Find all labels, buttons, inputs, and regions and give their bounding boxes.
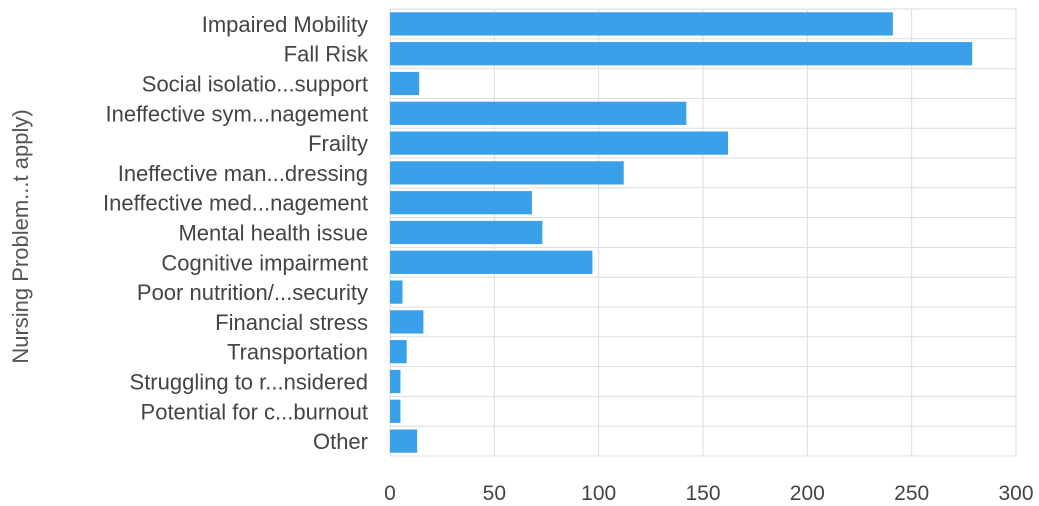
bar[interactable] <box>390 250 593 274</box>
category-label: Ineffective man...dressing <box>118 161 368 186</box>
category-label: Poor nutrition/...security <box>137 280 368 305</box>
category-label: Struggling to r...nsidered <box>130 370 368 395</box>
category-label: Ineffective med...nagement <box>103 191 368 216</box>
category-label: Frailty <box>308 131 368 156</box>
bar[interactable] <box>390 280 403 304</box>
x-tick-label: 100 <box>581 482 616 505</box>
x-tick-labels: 0 50 100 150 200 250 300 <box>384 482 1033 505</box>
category-label: Other <box>313 429 368 454</box>
category-labels: Impaired Mobility Fall Risk Social isolati… <box>103 12 369 454</box>
category-label: Social isolatio...support <box>142 72 368 97</box>
category-label: Mental health issue <box>178 221 368 246</box>
category-label: Fall Risk <box>284 42 369 67</box>
bar[interactable] <box>390 310 424 334</box>
category-label: Ineffective sym...nagement <box>105 101 368 126</box>
bar[interactable] <box>390 340 407 364</box>
bar[interactable] <box>390 131 729 155</box>
x-tick-label: 150 <box>685 482 720 505</box>
x-tick-label: 200 <box>790 482 825 505</box>
x-tick-label: 50 <box>483 482 506 505</box>
bars <box>390 12 973 453</box>
category-label: Cognitive impairment <box>161 250 368 275</box>
bar[interactable] <box>390 191 532 215</box>
bar[interactable] <box>390 71 420 96</box>
category-label: Impaired Mobility <box>202 12 368 37</box>
category-label: Potential for c...burnout <box>141 399 368 424</box>
bar[interactable] <box>390 101 687 125</box>
bar[interactable] <box>390 399 401 423</box>
category-label: Financial stress <box>215 310 368 335</box>
bar[interactable] <box>390 369 401 394</box>
bar[interactable] <box>390 220 543 245</box>
bar[interactable] <box>390 12 893 36</box>
y-axis-title: Nursing Problem...t apply) <box>8 109 33 363</box>
x-tick-label: 250 <box>894 482 929 505</box>
gridlines <box>389 8 1017 457</box>
category-label: Transportation <box>227 340 368 365</box>
bar[interactable] <box>390 42 973 66</box>
bar[interactable] <box>390 161 624 185</box>
x-tick-label: 0 <box>384 482 396 505</box>
bar[interactable] <box>390 429 418 453</box>
x-tick-label: 300 <box>998 482 1033 505</box>
